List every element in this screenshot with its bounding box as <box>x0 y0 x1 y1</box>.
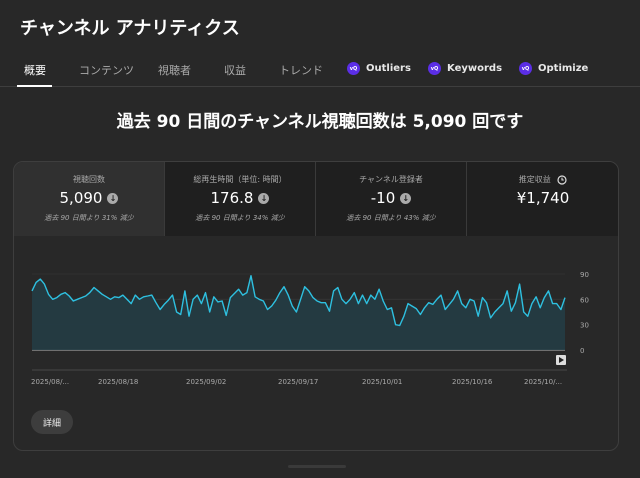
tab-revenue[interactable]: 収益 <box>224 64 246 77</box>
views-chart[interactable]: 0 30 60 90 2025/08/... 2025/08/18 2025/09/02 20… <box>14 236 619 386</box>
metric-value: 5,090 <box>59 189 103 207</box>
page-title: チャンネル アナリティクス <box>20 18 240 39</box>
x-tick-label: 2025/09/17 <box>278 378 318 386</box>
metric-label: チャンネル登録者 <box>359 175 423 184</box>
scroll-handle[interactable] <box>288 465 346 468</box>
x-tick-label: 2025/10/16 <box>452 378 493 386</box>
tab-keywords-label: Keywords <box>447 63 503 74</box>
metric-label-row: 推定収益 <box>467 174 618 185</box>
x-tick-label: 2025/09/02 <box>186 378 226 386</box>
metric-value-row: -10 ↓ <box>316 189 466 207</box>
metric-change: 過去 90 日間より 31% 減少 <box>44 214 134 222</box>
tab-outliers-label: Outliers <box>366 63 411 74</box>
x-tick-label: 2025/08/... <box>31 378 69 386</box>
metric-subscribers[interactable]: チャンネル登録者 -10 ↓ 過去 90 日間より 43% 減少 <box>316 162 467 236</box>
arrow-down-icon: ↓ <box>107 192 119 204</box>
metric-watch-time[interactable]: 総再生時間（単位: 時間） 176.8 ↓ 過去 90 日間より 34% 減少 <box>165 162 316 236</box>
details-button[interactable]: 詳細 <box>31 410 73 434</box>
extension-badge-icon: vQ <box>519 62 532 75</box>
tab-overview[interactable]: 概要 <box>24 64 46 77</box>
tab-audience[interactable]: 視聴者 <box>158 64 191 77</box>
metric-value: 176.8 <box>210 189 254 207</box>
active-tab-indicator <box>17 85 52 87</box>
metric-value: -10 <box>370 189 396 207</box>
metric-value-row: 176.8 ↓ <box>165 189 315 207</box>
tab-content[interactable]: コンテンツ <box>79 64 134 77</box>
headline: 過去 90 日間のチャンネル視聴回数は 5,090 回です <box>116 112 524 132</box>
arrow-down-icon: ↓ <box>258 192 270 204</box>
series-area <box>32 275 565 350</box>
extension-badge-icon: vQ <box>428 62 441 75</box>
metric-views[interactable]: 視聴回数 5,090 ↓ 過去 90 日間より 31% 減少 <box>14 162 165 236</box>
x-tick-label: 2025/08/18 <box>98 378 138 386</box>
metric-label: 推定収益 <box>518 175 551 184</box>
tab-optimize[interactable]: vQ Optimize <box>519 62 588 75</box>
metrics-row: 視聴回数 5,090 ↓ 過去 90 日間より 31% 減少 総再生時間（単位:… <box>14 162 618 236</box>
metric-change: 過去 90 日間より 34% 減少 <box>195 214 285 222</box>
extension-badge-icon: vQ <box>347 62 360 75</box>
metric-value-row: ¥1,740 <box>467 189 618 207</box>
arrow-down-icon: ↓ <box>400 192 412 204</box>
analytics-card: 視聴回数 5,090 ↓ 過去 90 日間より 31% 減少 総再生時間（単位:… <box>13 161 619 451</box>
metric-value: ¥1,740 <box>516 189 570 207</box>
series-line <box>31 275 566 327</box>
tab-optimize-label: Optimize <box>538 63 589 74</box>
metric-label: 総再生時間（単位: 時間） <box>193 175 287 184</box>
tab-trends[interactable]: トレンド <box>279 64 323 77</box>
x-tick-label: 2025/10/01 <box>362 378 402 386</box>
tab-outliers[interactable]: vQ Outliers <box>347 62 411 75</box>
x-tick-label: 2025/10/... <box>524 378 562 386</box>
y-tick-label: 0 <box>580 347 584 355</box>
tab-bar: 概要 コンテンツ 視聴者 収益 トレンド vQ Outliers vQ Keyw… <box>0 56 640 87</box>
metric-value-row: 5,090 ↓ <box>14 189 164 207</box>
y-tick-label: 30 <box>580 322 589 330</box>
y-tick-label: 60 <box>580 296 589 304</box>
clock-icon <box>557 174 567 185</box>
play-icon-triangle <box>559 357 564 363</box>
tab-keywords[interactable]: vQ Keywords <box>428 62 502 75</box>
metric-revenue[interactable]: 推定収益 ¥1,740 <box>467 162 618 236</box>
y-tick-label: 90 <box>580 271 589 279</box>
metric-label: 視聴回数 <box>73 175 105 184</box>
metric-change: 過去 90 日間より 43% 減少 <box>346 214 436 222</box>
